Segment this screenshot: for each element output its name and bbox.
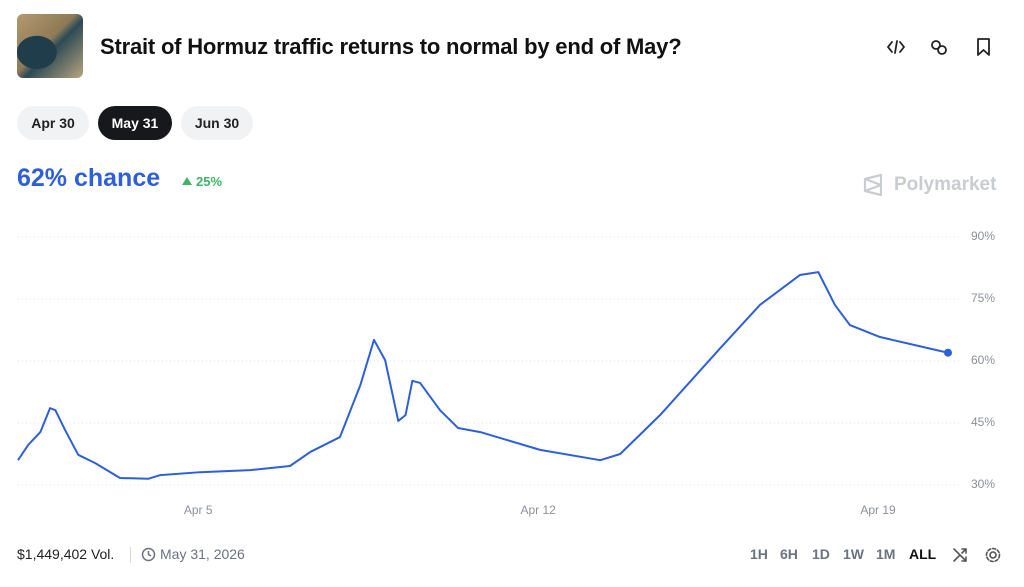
volume: $1,449,402 Vol. xyxy=(17,546,115,562)
x-tick-label: Apr 12 xyxy=(520,503,556,517)
chance-label: 62% chance xyxy=(17,164,161,192)
separator xyxy=(130,547,131,563)
y-tick-label: 30% xyxy=(971,477,995,491)
x-tick-label: Apr 19 xyxy=(860,503,896,517)
market-image xyxy=(17,14,83,78)
date-tab[interactable]: Jun 30 xyxy=(181,106,253,140)
shuffle-icon[interactable] xyxy=(953,548,967,562)
chart-tools xyxy=(953,547,1001,563)
settings-icon[interactable] xyxy=(985,547,1001,563)
range-button[interactable]: ALL xyxy=(909,546,937,562)
range-button[interactable]: 1W xyxy=(843,546,864,562)
end-date: May 31, 2026 xyxy=(160,546,245,562)
range-button[interactable]: 1H xyxy=(750,546,768,562)
date-tab[interactable]: May 31 xyxy=(98,106,172,140)
brand-logo xyxy=(863,173,883,197)
brand-name: Polymarket xyxy=(894,174,997,195)
y-tick-label: 45% xyxy=(971,415,995,429)
link-icon[interactable] xyxy=(931,40,947,55)
current-point xyxy=(944,348,952,357)
range-button[interactable]: 1M xyxy=(876,546,896,562)
y-tick-label: 60% xyxy=(971,353,995,367)
change-label: 25% xyxy=(196,174,223,189)
up-arrow xyxy=(182,177,192,185)
x-tick-label: Apr 5 xyxy=(184,503,213,517)
date-tab[interactable]: Apr 30 xyxy=(17,106,89,140)
range-button[interactable]: 1D xyxy=(812,546,830,562)
market-title: Strait of Hormuz traffic returns to norm… xyxy=(100,34,682,59)
clock-icon xyxy=(141,547,156,562)
action-icons xyxy=(887,38,990,56)
chart: 30% 45% 60% 75% 90% Apr 5 Apr 12 Apr 19 xyxy=(17,229,995,517)
range-button[interactable]: 6H xyxy=(780,546,798,562)
price-line xyxy=(17,271,949,480)
bookmark-icon[interactable] xyxy=(977,38,990,56)
y-tick-label: 90% xyxy=(971,229,995,243)
y-tick-label: 75% xyxy=(971,291,995,305)
embed-icon[interactable] xyxy=(887,40,905,54)
